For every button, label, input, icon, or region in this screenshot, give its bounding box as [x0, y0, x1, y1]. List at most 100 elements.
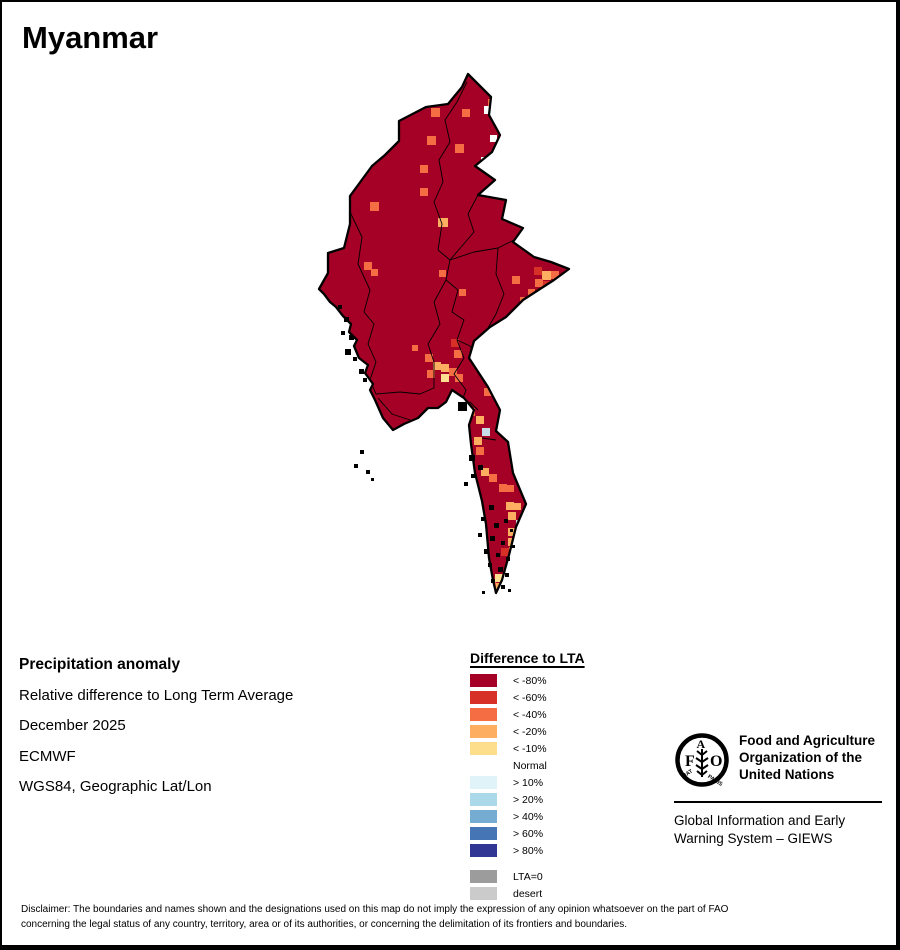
legend-row: desert — [470, 885, 585, 902]
legend-swatch — [470, 793, 497, 806]
legend-swatch — [470, 691, 497, 704]
giews-line: Global Information and Early — [674, 813, 846, 828]
giews-name: Global Information and Early Warning Sys… — [674, 812, 845, 848]
island — [349, 335, 354, 340]
anomaly-cell — [455, 144, 464, 153]
island — [489, 505, 494, 510]
island — [363, 378, 367, 382]
page-title: Myanmar — [22, 20, 159, 55]
island — [490, 536, 495, 541]
island — [464, 482, 468, 486]
anomaly-cell — [551, 271, 559, 279]
legend-row: > 10% — [470, 774, 585, 791]
legend-row: > 60% — [470, 825, 585, 842]
island — [354, 464, 358, 468]
fao-letter-a: A — [697, 737, 706, 751]
island — [482, 591, 485, 594]
anomaly-cell — [439, 270, 446, 277]
anomaly-cell — [370, 202, 379, 211]
anomaly-cell — [535, 279, 543, 287]
anomaly-cell — [534, 267, 542, 275]
legend-row: > 80% — [470, 842, 585, 859]
anomaly-cell — [482, 428, 490, 436]
anomaly-cell — [371, 269, 378, 276]
legend-label: > 80% — [513, 844, 544, 857]
legend: Difference to LTA < -80% < -60% < -40% < -2… — [470, 650, 585, 902]
legend-swatch — [470, 887, 497, 900]
anomaly-cell — [420, 165, 428, 173]
island — [504, 519, 508, 523]
island — [510, 529, 513, 532]
anomaly-cell — [495, 574, 503, 582]
anomaly-cell — [481, 468, 489, 476]
legend-row: < -20% — [470, 723, 585, 740]
anomaly-cell — [438, 218, 448, 227]
fao-org-line: Organization of the — [739, 750, 862, 765]
fao-logo-icon: F A O FIAT PANIS — [675, 733, 729, 788]
legend-label: Normal — [513, 759, 547, 772]
anomaly-cell — [489, 474, 497, 482]
anomaly-cell — [499, 484, 507, 492]
legend-swatch — [470, 844, 497, 857]
anomaly-cell — [427, 370, 435, 378]
anomaly-cell — [455, 374, 463, 382]
anomaly-cell — [508, 512, 516, 520]
legend-swatch — [470, 725, 497, 738]
legend-label: > 20% — [513, 793, 544, 806]
legend-rows: < -80% < -60% < -40% < -20% < -10% Normal > 10… — [470, 672, 585, 859]
islands — [338, 305, 515, 594]
anomaly-cell — [441, 374, 449, 382]
island — [469, 455, 475, 461]
anomaly-cell — [490, 135, 497, 142]
anomaly-cell — [516, 529, 523, 536]
legend-row: > 40% — [470, 808, 585, 825]
anomaly-cell — [449, 368, 457, 376]
anomaly-cell — [474, 437, 482, 445]
disclaimer: Disclaimer: The boundaries and names sho… — [21, 903, 883, 932]
anomaly-cell — [431, 108, 440, 117]
anomaly-cell — [420, 188, 428, 196]
island — [366, 470, 370, 474]
anomaly-cell — [514, 503, 521, 510]
map-info: Precipitation anomaly Relative differenc… — [19, 650, 293, 803]
legend-label: < -20% — [513, 725, 547, 738]
anomaly-cell — [484, 374, 491, 381]
legend-row: < -60% — [470, 689, 585, 706]
island — [471, 474, 475, 478]
island — [506, 557, 510, 561]
anomaly-cell — [528, 289, 535, 296]
disclaimer-line: Disclaimer: The boundaries and names sho… — [21, 904, 729, 915]
island — [481, 517, 485, 521]
map-info-line: Relative difference to Long Term Average — [19, 686, 294, 704]
legend-label: > 10% — [513, 776, 544, 789]
anomaly-cell — [542, 271, 551, 280]
anomaly-cell — [454, 350, 462, 358]
legend-label: > 60% — [513, 827, 544, 840]
legend-swatch — [470, 674, 497, 687]
legend-title: Difference to LTA — [470, 650, 585, 666]
fao-divider — [674, 801, 882, 803]
map-info-line: WGS84, Geographic Lat/Lon — [19, 778, 212, 795]
island — [505, 573, 509, 577]
legend-swatch — [470, 742, 497, 755]
anomaly-cell — [507, 485, 514, 492]
map-info-line: December 2025 — [19, 717, 126, 734]
anomaly-cell — [492, 388, 499, 395]
island — [360, 450, 364, 454]
island — [341, 331, 345, 335]
anomaly-cell — [441, 364, 449, 372]
fao-org-line: United Nations — [739, 767, 835, 782]
legend-row: < -40% — [470, 706, 585, 723]
anomaly-cell — [545, 290, 552, 297]
anomaly-cell — [506, 502, 514, 510]
anomaly-cell — [433, 362, 441, 370]
island — [501, 541, 505, 545]
anomaly-cell — [412, 345, 418, 351]
island — [478, 465, 483, 470]
map-info-heading: Precipitation anomaly — [19, 656, 181, 673]
anomaly-cell — [484, 388, 492, 396]
legend-extra-rows: LTA=0 desert — [470, 868, 585, 902]
legend-label: < -40% — [513, 708, 547, 721]
